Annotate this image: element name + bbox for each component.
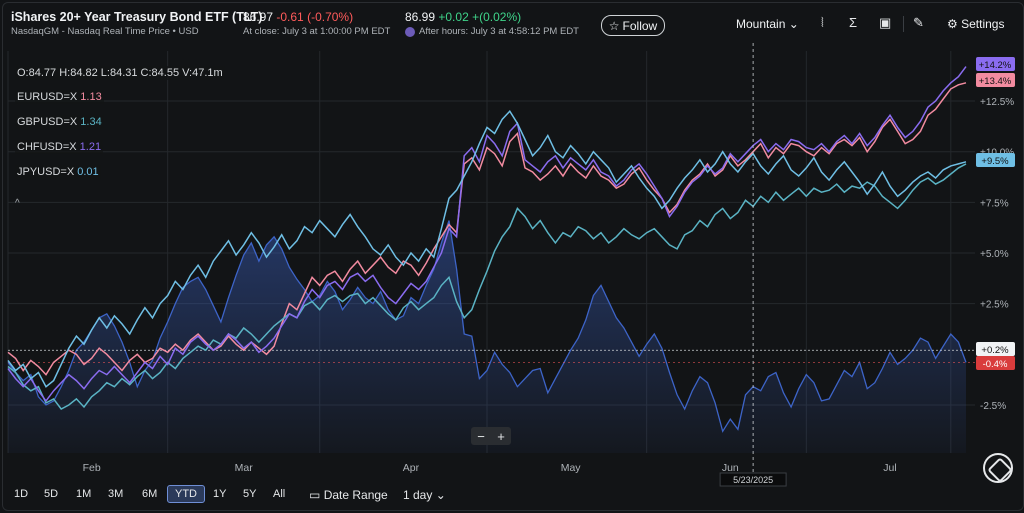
draw-pencil-icon[interactable]: ✎ — [913, 15, 924, 30]
calendar-icon: ▭ — [309, 488, 321, 502]
compare-symbol: GBPUSD=X — [17, 116, 78, 128]
tlt-line — [7, 220, 967, 433]
after-hours-row: After hours: July 3 at 4:58:12 PM EDT — [405, 26, 579, 37]
x-tick-label: Feb — [83, 462, 101, 474]
compare-value: 1.13 — [80, 91, 102, 103]
range-1d-button[interactable]: 1D — [14, 488, 29, 500]
compare-legend-item[interactable]: EURUSD=X 1.13 — [15, 90, 104, 104]
compare-symbol: CHFUSD=X — [17, 141, 77, 153]
crosshair-date-label: 5/23/2025 — [733, 475, 773, 485]
close-time-label: At close: July 3 at 1:00:00 PM EDT — [243, 26, 391, 37]
events-icon[interactable]: ▣ — [879, 15, 892, 30]
y-tick-label: +2.5% — [980, 300, 1009, 311]
range-toolbar: 1D 5D 1M 3M 6M YTD 1Y 5Y All ▭ Date Rang… — [3, 480, 1023, 510]
date-range-button[interactable]: ▭ Date Range — [309, 488, 388, 502]
x-tick-label: Jul — [883, 462, 896, 474]
close-price: 86.97 — [243, 10, 274, 24]
y-tick-label: +12.5% — [980, 97, 1014, 108]
series-line-chfusdx — [7, 66, 967, 403]
y-tick-label: -2.5% — [980, 401, 1006, 412]
range-1y-button[interactable]: 1Y — [213, 488, 227, 500]
settings-button[interactable]: ⚙ Settings — [947, 17, 1004, 31]
after-hours-change-pct: +(0.02%) — [472, 10, 522, 24]
security-name: iShares 20+ Year Treasury Bond ETF (TLT) — [11, 10, 263, 24]
range-5d-button[interactable]: 5D — [44, 488, 59, 500]
range-ytd-button[interactable]: YTD — [167, 485, 205, 503]
chart-plot — [7, 43, 975, 475]
value-badge — [976, 73, 1015, 87]
value-badge — [976, 342, 1015, 356]
tlt-area — [8, 220, 966, 453]
y-tick-label: +5.0% — [980, 249, 1009, 260]
zoom-in-button[interactable]: + — [497, 428, 505, 444]
compare-legend-item[interactable]: GBPUSD=X 1.34 — [15, 115, 104, 129]
zoom-out-button[interactable]: − — [477, 428, 485, 444]
ohlc-readout: O:84.77 H:84.82 L:84.31 C:84.55 V:47.1m — [15, 66, 225, 80]
compare-legend-item[interactable]: CHFUSD=X 1.21 — [15, 140, 104, 154]
date-range-label: Date Range — [323, 488, 388, 502]
interval-label: 1 day — [403, 488, 433, 502]
compare-value: 1.34 — [80, 116, 102, 128]
value-badge — [976, 57, 1015, 71]
toolbar-divider — [903, 16, 904, 32]
x-tick-label: Apr — [403, 462, 420, 474]
close-change: -0.61 — [276, 10, 304, 24]
range-6m-button[interactable]: 6M — [142, 488, 158, 500]
y-tick-label: +7.5% — [980, 198, 1009, 209]
range-3m-button[interactable]: 3M — [108, 488, 124, 500]
value-badge-label: -0.4% — [983, 359, 1008, 370]
moon-icon — [405, 26, 415, 37]
compare-legend-item[interactable]: JPYUSD=X 0.01 — [15, 165, 101, 179]
compare-symbol: JPYUSD=X — [17, 166, 75, 178]
crosshair-date-box — [719, 472, 787, 487]
chart-style-label: Mountain — [736, 17, 786, 31]
close-change-pct: (-0.70%) — [307, 10, 354, 24]
quote-header: iShares 20+ Year Treasury Bond ETF (TLT)… — [3, 3, 1023, 43]
value-badge-label: +13.4% — [979, 76, 1012, 87]
series-line-gbpusdx — [7, 163, 967, 410]
value-badge — [976, 153, 1015, 167]
gear-icon: ⚙ — [947, 17, 958, 31]
range-all-button[interactable]: All — [273, 488, 286, 500]
after-hours-quote: 86.99 +0.02 +(0.02%) — [405, 10, 521, 24]
value-badge — [976, 356, 1015, 370]
after-hours-change: +0.02 — [438, 10, 469, 24]
zoom-controls: − + — [471, 427, 511, 445]
x-tick-label: Jun — [722, 462, 739, 474]
series-line-jpyusdx — [7, 109, 967, 388]
sigma-icon[interactable]: Σ — [849, 15, 858, 30]
value-badge-label: +9.5% — [981, 156, 1009, 167]
x-tick-label: Mar — [235, 462, 254, 474]
follow-button[interactable]: ☆ Follow — [601, 15, 665, 36]
compare-value: 0.01 — [77, 166, 99, 178]
chart-style-dropdown[interactable]: Mountain ⌄ — [736, 17, 799, 31]
after-hours-time-label: After hours: July 3 at 4:58:12 PM EDT — [419, 26, 579, 37]
range-5y-button[interactable]: 5Y — [243, 488, 257, 500]
chevron-down-icon: ⌄ — [435, 488, 446, 502]
exchange-info: NasdaqGM - Nasdaq Real Time Price • USD — [11, 26, 199, 37]
star-icon: ☆ — [608, 18, 620, 33]
interval-dropdown[interactable]: 1 day ⌄ — [403, 488, 446, 502]
collapse-legend-icon[interactable]: ^ — [15, 198, 20, 209]
value-badge-label: +14.2% — [979, 60, 1012, 71]
chevron-down-icon: ⌄ — [788, 17, 799, 31]
range-1m-button[interactable]: 1M — [76, 488, 92, 500]
compare-value: 1.21 — [79, 141, 102, 153]
follow-label: Follow — [622, 18, 658, 33]
close-quote: 86.97 -0.61 (-0.70%) — [243, 10, 353, 24]
settings-label: Settings — [961, 17, 1005, 31]
compare-symbol: EURUSD=X — [17, 91, 78, 103]
x-tick-label: May — [561, 462, 582, 474]
value-badge-label: +0.2% — [981, 345, 1009, 356]
series-line-eurusdx — [7, 82, 967, 376]
chart-svg[interactable]: 5/23/2025+12.5%+10.0%+7.5%+5.0%+2.5%-2.5… — [3, 3, 1023, 510]
app-logo-icon — [983, 453, 1013, 483]
after-hours-price: 86.99 — [405, 10, 436, 24]
indicators-icon[interactable]: ⦚ — [821, 15, 824, 30]
chart-axes: 5/23/2025+12.5%+10.0%+7.5%+5.0%+2.5%-2.5… — [83, 57, 1015, 487]
